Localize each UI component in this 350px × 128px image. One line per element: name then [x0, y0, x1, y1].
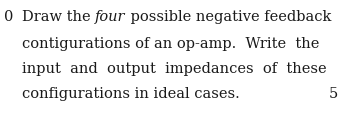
- Text: configurations in ideal cases.: configurations in ideal cases.: [22, 87, 240, 101]
- Text: 0: 0: [4, 10, 13, 24]
- Text: contigurations of an op-amp.  Write  the: contigurations of an op-amp. Write the: [22, 37, 319, 51]
- Text: input  and  output  impedances  of  these: input and output impedances of these: [22, 62, 327, 76]
- Text: four: four: [95, 10, 126, 24]
- Text: 5: 5: [329, 87, 338, 101]
- Text: possible negative feedback: possible negative feedback: [126, 10, 331, 24]
- Text: Draw the: Draw the: [22, 10, 95, 24]
